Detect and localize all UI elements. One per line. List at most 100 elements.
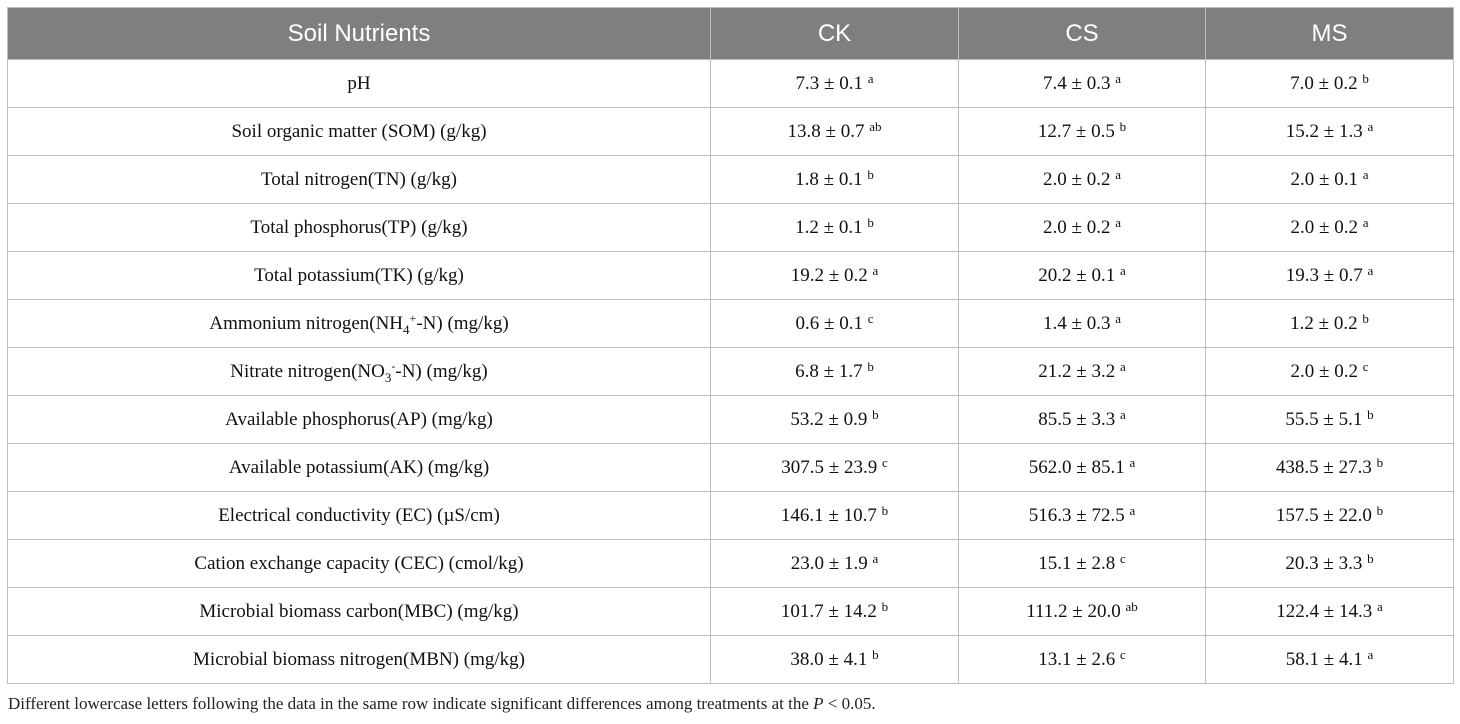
row-label-text: Available potassium(AK) (mg/kg) — [228, 456, 490, 478]
value-text: 15.2 ± 1.3 — [1285, 120, 1363, 142]
value-cell: 20.3 ± 3.3 b — [1205, 539, 1454, 588]
row-label-text: Total nitrogen(TN) (g/kg) — [260, 168, 457, 190]
table-row: Nitrate nitrogen(NO3--N) (mg/kg) 6.8 ± 1.… — [7, 347, 1454, 396]
value-text: 2.0 ± 0.2 — [1043, 168, 1111, 190]
row-label: Total phosphorus(TP) (g/kg) — [7, 203, 711, 252]
significance-letter: c — [1119, 646, 1126, 662]
value-text: 111.2 ± 20.0 — [1026, 600, 1121, 622]
value-cell: 2.0 ± 0.2 a — [1205, 203, 1454, 252]
value-cell: 122.4 ± 14.3 a — [1205, 587, 1454, 636]
significance-letter: a — [872, 262, 879, 278]
value-text: 2.0 ± 0.1 — [1290, 168, 1358, 190]
significance-letter: a — [1362, 214, 1369, 230]
nutrients-table-container: Soil Nutrients CK CS MS pH 7.3 ± 0.1 a 7.4… — [7, 7, 1454, 684]
value-cell: 20.2 ± 0.1 a — [958, 251, 1206, 300]
significance-letter: b — [881, 502, 889, 518]
value-cell: 2.0 ± 0.2 a — [958, 203, 1206, 252]
value-cell: 562.0 ± 85.1 a — [958, 443, 1206, 492]
significance-letter: b — [872, 406, 879, 422]
value-text: 7.4 ± 0.3 — [1043, 72, 1111, 94]
significance-letter: b — [1376, 454, 1384, 470]
row-label: pH — [7, 59, 711, 108]
value-text: 122.4 ± 14.3 — [1276, 600, 1373, 622]
row-label: Cation exchange capacity (CEC) (cmol/kg) — [7, 539, 711, 588]
value-text: 55.5 ± 5.1 — [1285, 408, 1363, 430]
significance-letter: a — [1115, 214, 1121, 230]
value-cell: 6.8 ± 1.7 b — [710, 347, 959, 396]
table-row: Total potassium(TK) (g/kg) 19.2 ± 0.2 a 20… — [7, 251, 1454, 300]
significance-letter: ab — [1125, 598, 1138, 614]
value-text: 1.2 ± 0.1 — [795, 216, 863, 238]
value-text: 38.0 ± 4.1 — [790, 648, 868, 670]
significance-letter: a — [1367, 646, 1374, 662]
row-label: Microbial biomass nitrogen(MBN) (mg/kg) — [7, 635, 711, 684]
table-row: Microbial biomass nitrogen(MBN) (mg/kg) 3… — [7, 635, 1454, 684]
significance-letter: b — [1119, 118, 1127, 134]
significance-letter: b — [867, 214, 874, 230]
significance-letter: c — [1362, 358, 1369, 374]
value-text: 58.1 ± 4.1 — [1285, 648, 1363, 670]
value-cell: 1.2 ± 0.1 b — [710, 203, 959, 252]
row-label: Nitrate nitrogen(NO3--N) (mg/kg) — [7, 347, 711, 396]
value-text: 21.2 ± 3.2 — [1038, 360, 1116, 382]
value-cell: 1.2 ± 0.2 b — [1205, 299, 1454, 348]
significance-letter: a — [1115, 166, 1121, 182]
significance-letter: b — [867, 166, 874, 182]
table-row: Ammonium nitrogen(NH4+-N) (mg/kg) 0.6 ± 0… — [7, 299, 1454, 348]
value-text: 23.0 ± 1.9 — [790, 552, 868, 574]
value-text: 516.3 ± 72.5 — [1028, 504, 1125, 526]
value-text: 146.1 ± 10.7 — [780, 504, 877, 526]
value-cell: 13.8 ± 0.7 ab — [710, 107, 959, 156]
significance-letter: b — [1362, 310, 1369, 326]
footnote-p-italic: P — [813, 694, 824, 713]
table-body: pH 7.3 ± 0.1 a 7.4 ± 0.3 a 7.0 ± 0.2 b Soil … — [7, 59, 1454, 684]
value-text: 1.8 ± 0.1 — [795, 168, 863, 190]
value-cell: 111.2 ± 20.0 ab — [958, 587, 1206, 636]
value-cell: 0.6 ± 0.1 c — [710, 299, 959, 348]
table-row: pH 7.3 ± 0.1 a 7.4 ± 0.3 a 7.0 ± 0.2 b — [7, 59, 1454, 108]
header-ms: MS — [1205, 7, 1454, 60]
significance-letter: a — [872, 550, 879, 566]
value-text: 1.4 ± 0.3 — [1043, 312, 1111, 334]
significance-letter: a — [867, 70, 874, 86]
significance-letter: c — [881, 454, 888, 470]
row-label: Electrical conductivity (EC) (µS/cm) — [7, 491, 711, 540]
value-text: 157.5 ± 22.0 — [1275, 504, 1372, 526]
label-post: -N) (mg/kg) — [395, 360, 488, 382]
row-label: Microbial biomass carbon(MBC) (mg/kg) — [7, 587, 711, 636]
value-cell: 15.2 ± 1.3 a — [1205, 107, 1454, 156]
table-row: Available phosphorus(AP) (mg/kg) 53.2 ± 0… — [7, 395, 1454, 444]
value-cell: 7.0 ± 0.2 b — [1205, 59, 1454, 108]
table-row: Total nitrogen(TN) (g/kg) 1.8 ± 0.1 b 2.0 … — [7, 155, 1454, 204]
table-row: Electrical conductivity (EC) (µS/cm) 146.… — [7, 491, 1454, 540]
table-row: Microbial biomass carbon(MBC) (mg/kg) 101… — [7, 587, 1454, 636]
label-sup: - — [391, 358, 396, 373]
row-label-text: Total phosphorus(TP) (g/kg) — [250, 216, 468, 238]
value-cell: 15.1 ± 2.8 c — [958, 539, 1206, 588]
value-cell: 13.1 ± 2.6 c — [958, 635, 1206, 684]
row-label: Soil organic matter (SOM) (g/kg) — [7, 107, 711, 156]
value-text: 20.2 ± 0.1 — [1038, 264, 1116, 286]
table-footnote: Different lowercase letters following th… — [8, 694, 876, 714]
value-cell: 101.7 ± 14.2 b — [710, 587, 959, 636]
row-label-text: Electrical conductivity (EC) (µS/cm) — [218, 504, 500, 526]
value-cell: 55.5 ± 5.1 b — [1205, 395, 1454, 444]
value-cell: 12.7 ± 0.5 b — [958, 107, 1206, 156]
label-pre: Nitrate nitrogen(NO — [230, 360, 385, 382]
value-text: 19.2 ± 0.2 — [790, 264, 868, 286]
row-label: Available potassium(AK) (mg/kg) — [7, 443, 711, 492]
value-cell: 19.2 ± 0.2 a — [710, 251, 959, 300]
value-cell: 7.3 ± 0.1 a — [710, 59, 959, 108]
label-post: -N) (mg/kg) — [416, 312, 509, 334]
value-text: 6.8 ± 1.7 — [795, 360, 863, 382]
significance-letter: b — [1367, 550, 1374, 566]
footnote-text: Different lowercase letters following th… — [8, 694, 814, 713]
significance-letter: b — [872, 646, 879, 662]
table-row: Soil organic matter (SOM) (g/kg) 13.8 ± 0… — [7, 107, 1454, 156]
value-text: 438.5 ± 27.3 — [1275, 456, 1372, 478]
significance-letter: a — [1119, 262, 1126, 278]
significance-letter: b — [1376, 502, 1384, 518]
row-label-text: Microbial biomass nitrogen(MBN) (mg/kg) — [193, 648, 525, 670]
value-cell: 7.4 ± 0.3 a — [958, 59, 1206, 108]
value-text: 7.0 ± 0.2 — [1290, 72, 1358, 94]
